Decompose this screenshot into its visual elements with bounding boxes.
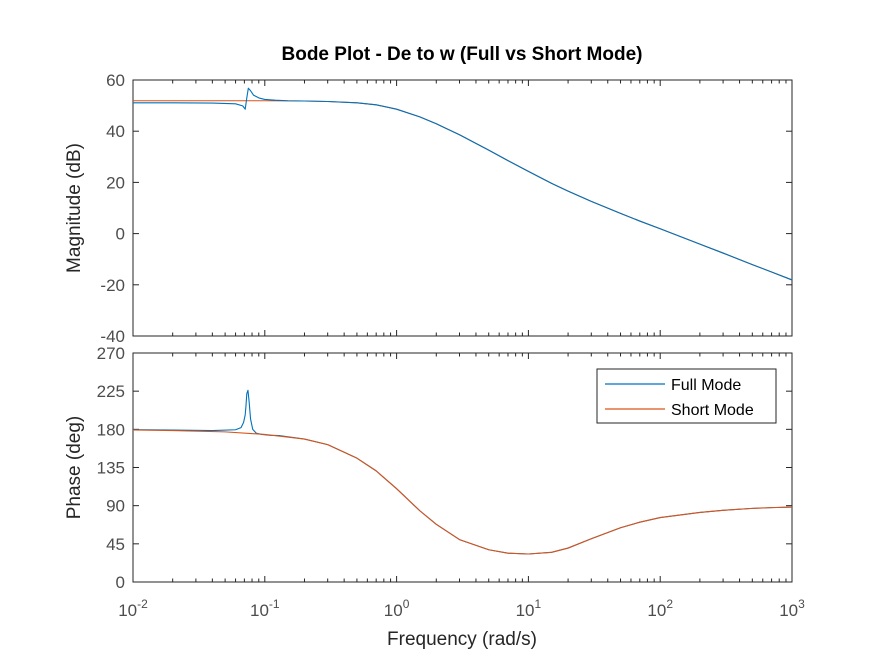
x-tick-label-exponent: 3 <box>798 597 805 611</box>
x-tick-label: 103 <box>779 597 805 620</box>
x-tick-label-base: 10 <box>516 601 535 620</box>
phase-series-short-mode <box>132 429 793 555</box>
x-tick-label-base: 10 <box>779 601 798 620</box>
legend-label-short-mode: Short Mode <box>671 402 754 419</box>
y-tick-label: 180 <box>97 420 125 439</box>
y-tick-label: 0 <box>116 225 125 244</box>
x-tick-label-exponent: -2 <box>137 597 148 611</box>
x-axis-tick-labels: 10-2 10-1 100 101 102 103 <box>118 597 805 620</box>
magnitude-panel: -40 -20 0 20 40 60 Magnitude (dB) <box>64 71 793 346</box>
chart-legend: Full Mode Short Mode <box>596 368 777 424</box>
x-tick-label-base: 10 <box>647 601 666 620</box>
y-tick-label: 40 <box>106 122 125 141</box>
y-tick-label: 60 <box>106 71 125 90</box>
chart-title: Bode Plot - De to w (Full vs Short Mode) <box>282 44 643 65</box>
legend-label-full-mode: Full Mode <box>671 377 741 394</box>
magnitude-y-tick-labels: -40 -20 0 20 40 60 <box>100 71 125 346</box>
magnitude-tick-marks <box>132 79 793 337</box>
magnitude-y-axis-label: Magnitude (dB) <box>64 143 85 273</box>
x-tick-label-base: 10 <box>384 601 403 620</box>
y-tick-label: 270 <box>97 344 125 363</box>
magnitude-axes-frame <box>132 79 793 337</box>
magnitude-series-lines <box>133 87 793 281</box>
x-tick-label-exponent: 0 <box>403 597 410 611</box>
x-axis-label: Frequency (rad/s) <box>387 629 537 650</box>
y-tick-label: 0 <box>116 573 125 592</box>
y-tick-label: -20 <box>100 276 125 295</box>
y-tick-label: 90 <box>106 497 125 516</box>
legend-box <box>596 368 777 424</box>
y-tick-label: 45 <box>106 535 125 554</box>
magnitude-series-full-mode <box>133 87 793 281</box>
x-tick-label: 10-1 <box>250 597 280 620</box>
phase-y-tick-labels: 0 45 90 135 180 225 270 <box>97 344 125 592</box>
x-tick-label-base: 10 <box>250 601 269 620</box>
phase-y-axis-label: Phase (deg) <box>64 416 85 520</box>
phase-series-lines <box>132 389 793 555</box>
x-tick-label-exponent: 2 <box>666 597 673 611</box>
x-tick-label-exponent: -1 <box>269 597 280 611</box>
y-tick-label: -40 <box>100 327 125 346</box>
x-tick-label-exponent: 1 <box>535 597 542 611</box>
y-tick-label: 20 <box>106 173 125 192</box>
y-tick-label: 135 <box>97 459 125 478</box>
x-tick-label-base: 10 <box>118 601 137 620</box>
x-tick-label: 100 <box>384 597 410 620</box>
x-tick-label: 102 <box>647 597 673 620</box>
x-tick-label: 10-2 <box>118 597 148 620</box>
y-tick-label: 225 <box>97 382 125 401</box>
x-tick-label: 101 <box>516 597 542 620</box>
